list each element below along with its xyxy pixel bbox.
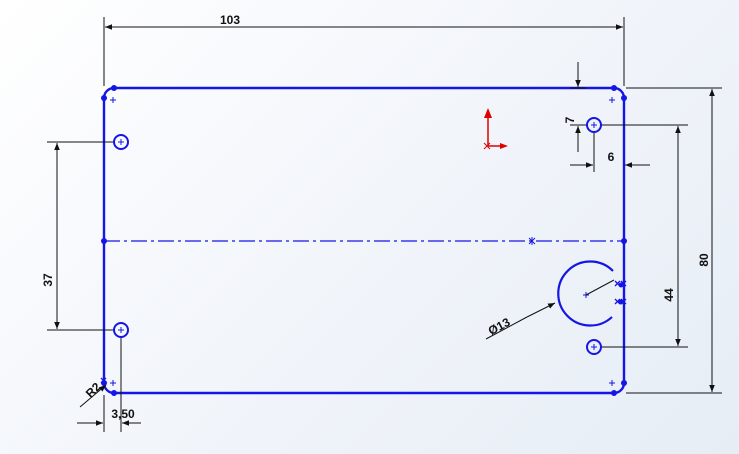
dimension-circle-diameter-label[interactable]: Ø13 (486, 315, 513, 338)
large-circle-arc[interactable] (557, 260, 614, 327)
hole-top-left[interactable] (113, 134, 129, 150)
sketch-point[interactable] (111, 85, 117, 91)
center-markers (110, 97, 615, 386)
dimension-hole-spacing-right-label[interactable]: 44 (662, 288, 676, 302)
sketch-point[interactable] (611, 390, 617, 396)
dimension-labels: 103 80 37 44 7 6 Ø13 R2 3,50 (41, 13, 711, 421)
dimension-width-label[interactable]: 103 (220, 13, 240, 27)
dimension-corner-radius[interactable] (79, 384, 107, 408)
dimension-hole-offset-y[interactable] (570, 62, 586, 152)
sketch-point[interactable] (101, 95, 107, 101)
origin-axis-icon (483, 108, 508, 150)
dimension-hole-spacing-left-label[interactable]: 37 (41, 273, 55, 287)
dimension-edge-offset-label[interactable]: 3,50 (111, 407, 135, 421)
dimension-hole-offset-x-label[interactable]: 6 (608, 150, 615, 164)
dimension-circle-diameter[interactable] (485, 279, 615, 340)
sketch-point[interactable] (621, 238, 627, 244)
dimension-hole-spacing-left[interactable] (47, 141, 113, 331)
dimension-corner-radius-label[interactable]: R2 (83, 380, 104, 401)
dimension-edge-offset[interactable] (77, 338, 141, 432)
sketch-point[interactable] (621, 95, 627, 101)
dimension-height-label[interactable]: 80 (697, 253, 711, 267)
coincident-relation-icon (100, 280, 627, 384)
sketch-point[interactable] (101, 238, 107, 244)
hole-top-right[interactable] (586, 117, 602, 133)
dimension-hole-offset-x[interactable] (570, 133, 650, 172)
sketch-points (101, 85, 627, 396)
hole-bottom-left[interactable] (113, 322, 129, 338)
dimension-width[interactable] (103, 17, 625, 86)
sketch-geometry (102, 86, 626, 395)
dimension-hole-spacing-right[interactable] (602, 124, 688, 348)
dimension-hole-offset-y-label[interactable]: 7 (563, 116, 577, 123)
sketch-point[interactable] (611, 85, 617, 91)
dimension-height[interactable] (626, 87, 722, 394)
dimensions (47, 17, 722, 432)
sketch-point[interactable] (621, 380, 627, 386)
hole-bottom-right[interactable] (586, 339, 602, 355)
sketch-point[interactable] (111, 390, 117, 396)
